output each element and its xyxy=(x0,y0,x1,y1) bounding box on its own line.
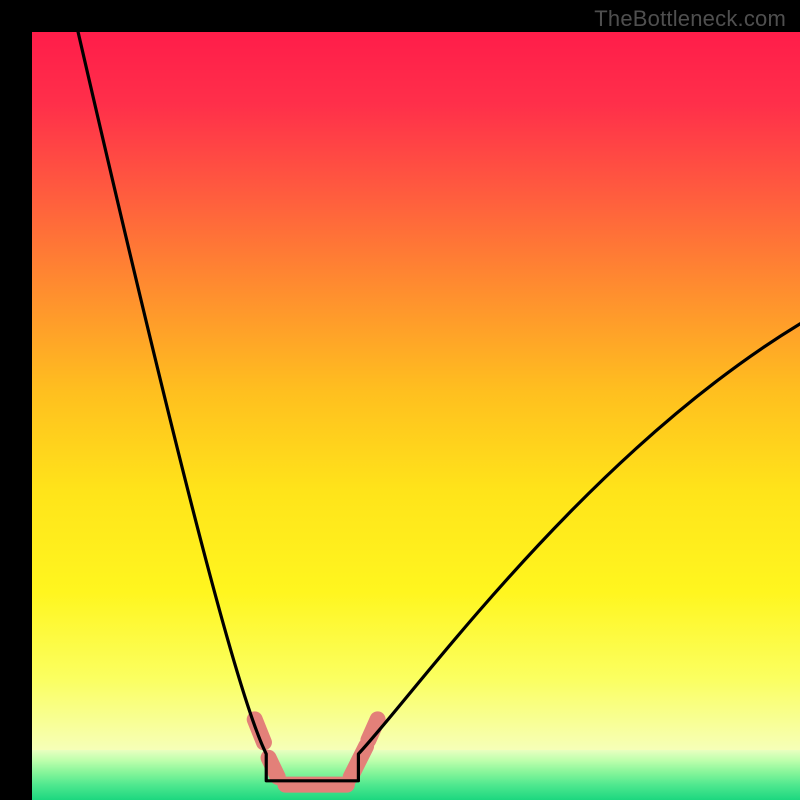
salmon-marker-segment xyxy=(269,758,278,777)
watermark-text: TheBottleneck.com xyxy=(594,6,786,32)
curve-plot xyxy=(0,0,800,800)
chart-root: TheBottleneck.com xyxy=(0,0,800,800)
bottleneck-curve xyxy=(78,32,800,781)
